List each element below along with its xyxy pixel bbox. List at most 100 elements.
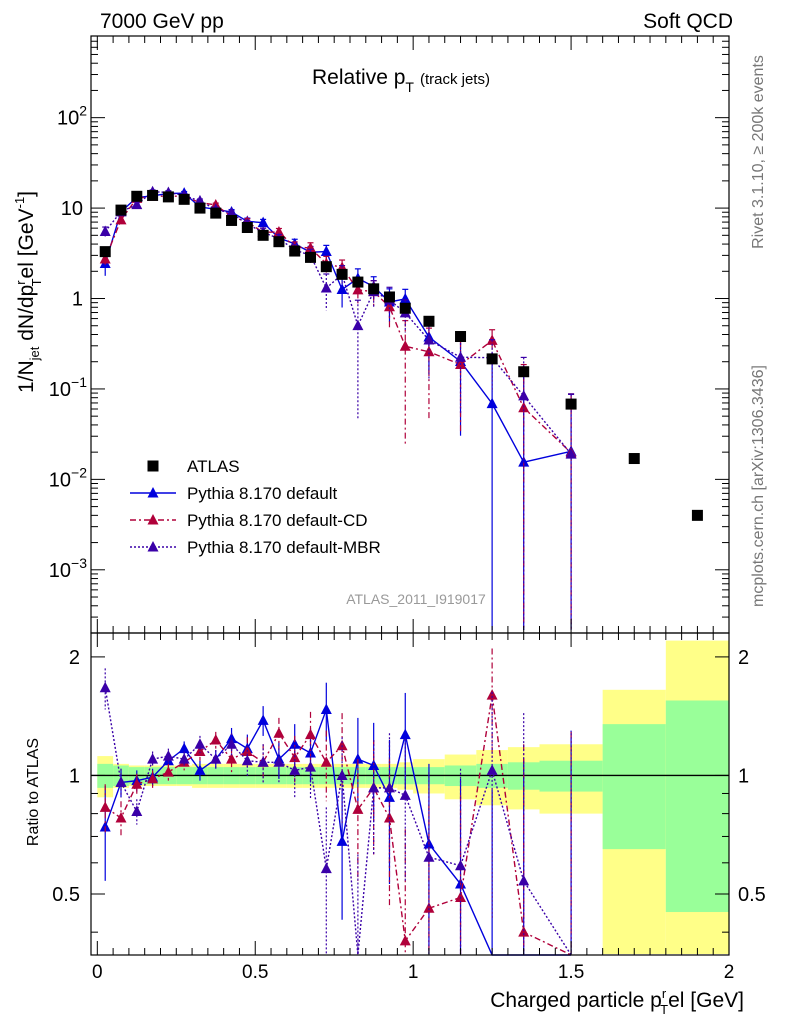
- header-right-label: Soft QCD: [643, 10, 733, 33]
- data-point: [628, 453, 640, 465]
- data-point: [147, 189, 159, 201]
- series-line: [104, 195, 572, 454]
- data-point: [131, 190, 143, 202]
- legend-label: Pythia 8.170 default-MBR: [187, 538, 381, 557]
- data-point: [423, 315, 435, 327]
- data-point: [352, 276, 364, 288]
- ratio-tick-label-right: 1: [738, 765, 749, 787]
- ratio-series-line: [104, 709, 572, 956]
- y-tick-label: 102: [57, 103, 87, 130]
- ratio-point: [305, 761, 317, 772]
- series-2: [99, 185, 577, 956]
- data-point: [226, 214, 238, 226]
- legend-marker: [147, 541, 159, 552]
- data-point: [273, 236, 285, 248]
- legend-label: Pythia 8.170 default: [187, 484, 338, 503]
- analysis-watermark: ATLAS_2011_I919017: [346, 591, 486, 607]
- data-point: [565, 398, 577, 410]
- ratio-point: [486, 764, 498, 775]
- data-point: [115, 204, 127, 216]
- legend-marker: [147, 460, 159, 472]
- axes-layer: 0 0.5 1 1.5 2 10−3 10−2 10−1 1 10 102 0.5 0.5 1 1 2 2: [49, 35, 766, 983]
- y-tick-label: 10−1: [49, 374, 87, 401]
- y-tick-label: 10−3: [49, 555, 87, 582]
- mcplots-reference-label: mcplots.cern.ch [arXiv:1306.3436]: [750, 365, 767, 607]
- legend-marker: [147, 487, 159, 498]
- ratio-point: [455, 859, 467, 871]
- data-point: [131, 198, 143, 210]
- data-point: [162, 191, 174, 203]
- data-point: [273, 225, 285, 237]
- data-point: [368, 283, 380, 295]
- header-left-label: 7000 GeV pp: [100, 10, 224, 33]
- legend-entry-1: Pythia 8.170 default: [130, 484, 338, 503]
- ratio-tick-label-left: 1: [69, 765, 80, 787]
- series-0: [99, 187, 577, 956]
- legend-entry-2: Pythia 8.170 default-CD: [130, 511, 368, 530]
- ratio-point: [241, 754, 253, 766]
- data-point: [241, 222, 253, 234]
- ratio-series-line: [104, 694, 572, 956]
- ratio-band-inner: [665, 700, 729, 913]
- x-axis-label: Charged particle pr Tel [GeV]: [490, 986, 744, 1017]
- data-point: [399, 340, 411, 351]
- data-point: [336, 268, 348, 280]
- y-tick-label: 10: [61, 198, 83, 220]
- ratio-point: [115, 776, 127, 787]
- ratio-point: [257, 756, 269, 767]
- ratio-tick-label-left: 0.5: [52, 884, 80, 906]
- data-point: [289, 245, 301, 257]
- ratio-point: [399, 728, 411, 740]
- data-point: [320, 245, 332, 257]
- ratio-point: [352, 803, 364, 814]
- ratio-point: [99, 681, 111, 693]
- ratio-point: [162, 750, 174, 761]
- ratio-tick-label-right: 2: [738, 647, 749, 669]
- data-point: [691, 509, 703, 521]
- ratio-tick-label-right: 0.5: [738, 884, 766, 906]
- ratio-point: [273, 756, 285, 767]
- data-point: [455, 331, 467, 343]
- legend-label: ATLAS: [187, 457, 240, 476]
- data-point: [486, 353, 498, 365]
- data-point: [178, 193, 190, 205]
- legend-label: Pythia 8.170 default-CD: [187, 511, 368, 530]
- series-layer: [99, 185, 703, 956]
- data-point: [305, 251, 317, 263]
- data-point: [383, 291, 395, 303]
- x-tick-label: 0.5: [242, 962, 268, 983]
- ratio-band-inner: [602, 724, 666, 850]
- data-point: [399, 302, 411, 314]
- data-point: [399, 292, 411, 304]
- ratio-tick-label-left: 2: [69, 647, 80, 669]
- series-line: [104, 190, 572, 455]
- data-point: [423, 345, 435, 357]
- x-tick-label: 0: [92, 962, 103, 983]
- ratio-band-layer: [91, 640, 729, 954]
- ratio-point: [131, 778, 143, 789]
- series-atlas: [99, 189, 703, 521]
- ratio-point: [210, 753, 222, 764]
- data-point: [194, 202, 206, 214]
- ratio-frame: [90, 632, 730, 956]
- x-tick-label: 2: [724, 962, 735, 983]
- data-point: [257, 229, 269, 241]
- series-1: [99, 190, 577, 956]
- x-tick-label: 1.5: [558, 962, 584, 983]
- ratio-point: [399, 789, 411, 800]
- ratio-point: [336, 769, 348, 780]
- rivet-version-label: Rivet 3.1.10, ≥ 200k events: [750, 55, 767, 249]
- data-point: [518, 389, 530, 401]
- ratio-y-axis-label: Ratio to ATLAS: [25, 738, 42, 846]
- ratio-point: [320, 703, 332, 715]
- ratio-point: [455, 891, 467, 902]
- legend-entry-0: ATLAS: [147, 457, 240, 476]
- data-point: [518, 366, 530, 378]
- ratio-series-line: [104, 687, 572, 956]
- ratio-point: [486, 689, 498, 700]
- top-y-axis-label: 1/Njet dN/dprTel [GeV-1]: [12, 191, 44, 393]
- data-point: [99, 246, 111, 258]
- legend-entry-3: Pythia 8.170 default-MBR: [130, 538, 381, 557]
- legend: ATLAS Pythia 8.170 default Pythia 8.170 de…: [130, 457, 381, 557]
